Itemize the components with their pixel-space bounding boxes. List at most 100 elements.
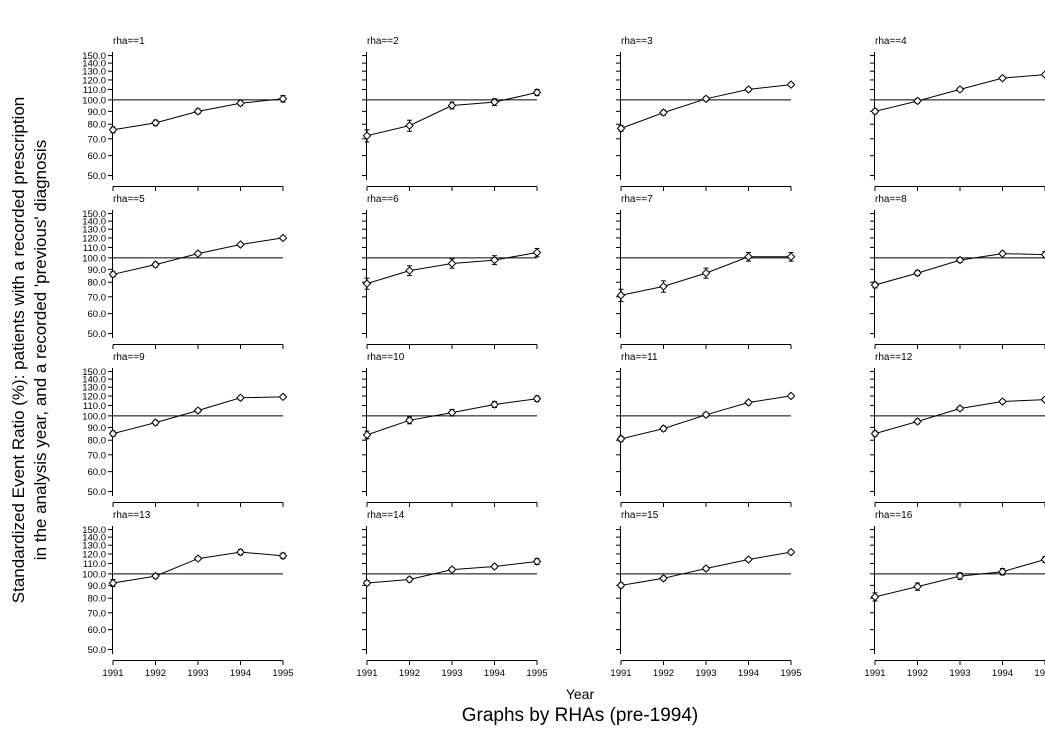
data-point [278, 233, 288, 243]
y-tick-label: 70.0 [88, 450, 107, 461]
panel-4: rha==4 [870, 36, 1045, 191]
data-point [151, 571, 160, 581]
panel-title: rha==12 [875, 352, 913, 363]
y-tick-label: 100.0 [82, 411, 106, 422]
data-point [236, 98, 245, 108]
y-tick-label: 80.0 [88, 594, 107, 605]
panel-title: rha==14 [367, 510, 405, 521]
data-point [490, 255, 499, 265]
data-point [659, 108, 668, 117]
panel-title: rha==8 [875, 194, 907, 205]
y-tick-label: 50.0 [88, 329, 107, 340]
y-tick-label: 150.0 [82, 525, 106, 536]
data-point [744, 555, 753, 564]
panel-title: rha==15 [621, 510, 659, 521]
panel-14: rha==14 1991 1992 1993 1994 1995 [356, 510, 547, 679]
y-tick-label: 80.0 [88, 278, 107, 289]
x-tick-label: 1995 [272, 668, 293, 679]
x-tick-label: 1992 [145, 668, 166, 679]
data-point [659, 574, 668, 583]
y-tick-label: 130.0 [82, 67, 106, 78]
data-point [913, 268, 922, 278]
data-point [955, 571, 965, 581]
data-point [362, 430, 372, 440]
y-tick-label: 90.0 [88, 423, 107, 434]
data-point [616, 290, 626, 300]
x-tick-label: 1991 [102, 668, 123, 679]
data-point [362, 279, 372, 288]
y-tick-label: 130.0 [82, 225, 106, 236]
y-tick-label: 90.0 [88, 581, 107, 592]
data-point [532, 88, 542, 97]
panel-1: rha==1 50.0 60.0 70.0 80.0 90.0100.0110.0120.… [82, 36, 288, 191]
x-tick-label: 1994 [230, 668, 251, 679]
data-point [744, 85, 753, 94]
graphs-by-note: Graphs by RHAs (pre-1994) [462, 705, 699, 726]
x-tick-label: 1994 [738, 668, 759, 679]
y-tick-label: 60.0 [88, 625, 107, 636]
y-tick-label: 70.0 [88, 608, 107, 619]
panel-title: rha==4 [875, 36, 907, 47]
y-tick-label: 90.0 [88, 107, 107, 118]
panel-16: rha==16 1991 1992 1993 1994 1995 [864, 510, 1045, 679]
y-tick-label: 100.0 [82, 253, 106, 264]
data-point [490, 562, 499, 571]
x-tick-label: 1995 [1034, 668, 1045, 679]
x-tick-label: 1995 [780, 668, 801, 679]
data-point [108, 578, 118, 588]
y-tick-label: 70.0 [88, 292, 107, 303]
y-tick-label: 60.0 [88, 467, 107, 478]
y-tick-label: 130.0 [82, 541, 106, 552]
y-tick-label: 80.0 [88, 120, 107, 131]
data-point [701, 410, 711, 420]
x-tick-label: 1992 [653, 668, 674, 679]
y-tick-label: 120.0 [82, 549, 106, 560]
data-point [870, 429, 880, 438]
data-point [236, 393, 245, 403]
data-point [998, 249, 1007, 258]
y-tick-label: 150.0 [82, 209, 106, 220]
data-point [1040, 250, 1045, 259]
panel-12: rha==12 [870, 352, 1045, 507]
data-point [659, 424, 668, 433]
data-point [278, 551, 288, 561]
data-point [870, 592, 880, 602]
data-point [1040, 555, 1045, 564]
panel-title: rha==2 [367, 36, 399, 47]
data-point [405, 121, 414, 130]
y-tick-label: 50.0 [88, 645, 107, 656]
data-point [151, 260, 160, 269]
data-point [955, 404, 965, 413]
data-point [786, 391, 796, 401]
data-point [236, 240, 245, 249]
panel-grid: rha==150.060.070.080.090.0100.0110.0120.… [82, 36, 1045, 679]
y-tick-label: 50.0 [88, 171, 107, 182]
data-point [616, 434, 626, 444]
panel-8: rha==8 [870, 194, 1045, 349]
panel-title: rha==7 [621, 194, 653, 205]
data-point [405, 575, 414, 584]
y-tick-label: 110.0 [83, 85, 106, 96]
series-line [366, 92, 538, 137]
series-line [620, 84, 792, 129]
y-tick-label: 110.0 [83, 401, 106, 412]
panel-10: rha==10 [362, 352, 542, 507]
data-point [447, 565, 457, 574]
data-point [998, 397, 1007, 406]
data-point [362, 578, 372, 588]
data-point [193, 406, 203, 415]
x-tick-label: 1992 [907, 668, 928, 679]
data-point [998, 567, 1007, 576]
data-point [913, 96, 922, 106]
y-tick-label: 130.0 [82, 383, 106, 394]
y-tick-label: 80.0 [88, 436, 107, 447]
x-tick-label: 1994 [484, 668, 505, 679]
x-tick-label: 1993 [187, 668, 208, 679]
panel-5: rha==5 50.0 60.0 70.0 80.0 90.0100.0110.0120.… [82, 194, 288, 349]
y-tick-label: 110.0 [83, 559, 106, 570]
panel-15: rha==15 1991 1992 1993 1994 1995 [610, 510, 801, 679]
data-point [955, 255, 965, 265]
x-tick-label: 1993 [695, 668, 716, 679]
y-tick-label: 140.0 [82, 533, 106, 544]
y-tick-label: 90.0 [88, 265, 107, 276]
